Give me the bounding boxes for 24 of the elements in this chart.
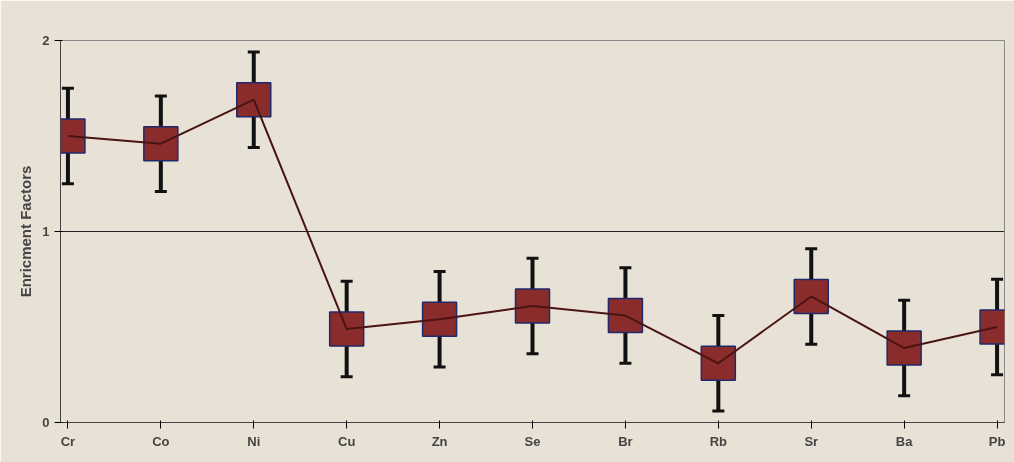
x-tick-label: Co (152, 433, 170, 449)
point (886, 330, 922, 366)
point (328, 311, 365, 347)
point (700, 345, 737, 382)
x-tick-label: Br (618, 433, 633, 449)
x-tick-label: Ba (895, 433, 914, 449)
point (607, 297, 644, 334)
y-axis-title: Enricment Factors (17, 165, 35, 298)
y-tick-label: 0 (42, 415, 50, 430)
x-tick-label: Pb (988, 433, 1006, 449)
point (236, 81, 272, 118)
point (793, 278, 829, 315)
x-tick-label: Zn (431, 433, 448, 449)
y-tick-label: 1 (42, 224, 50, 239)
point (143, 125, 179, 162)
y-tick-label: 2 (42, 33, 50, 48)
x-tick-label: Cu (338, 433, 356, 449)
x-tick-label: Se (524, 433, 541, 449)
x-tick-label: Cr (60, 433, 76, 449)
point (514, 288, 551, 324)
x-tick-label: Rb (709, 433, 728, 449)
point (421, 301, 458, 338)
x-tick-label: Ni (247, 433, 261, 449)
x-tick-label: Sr (804, 433, 819, 449)
